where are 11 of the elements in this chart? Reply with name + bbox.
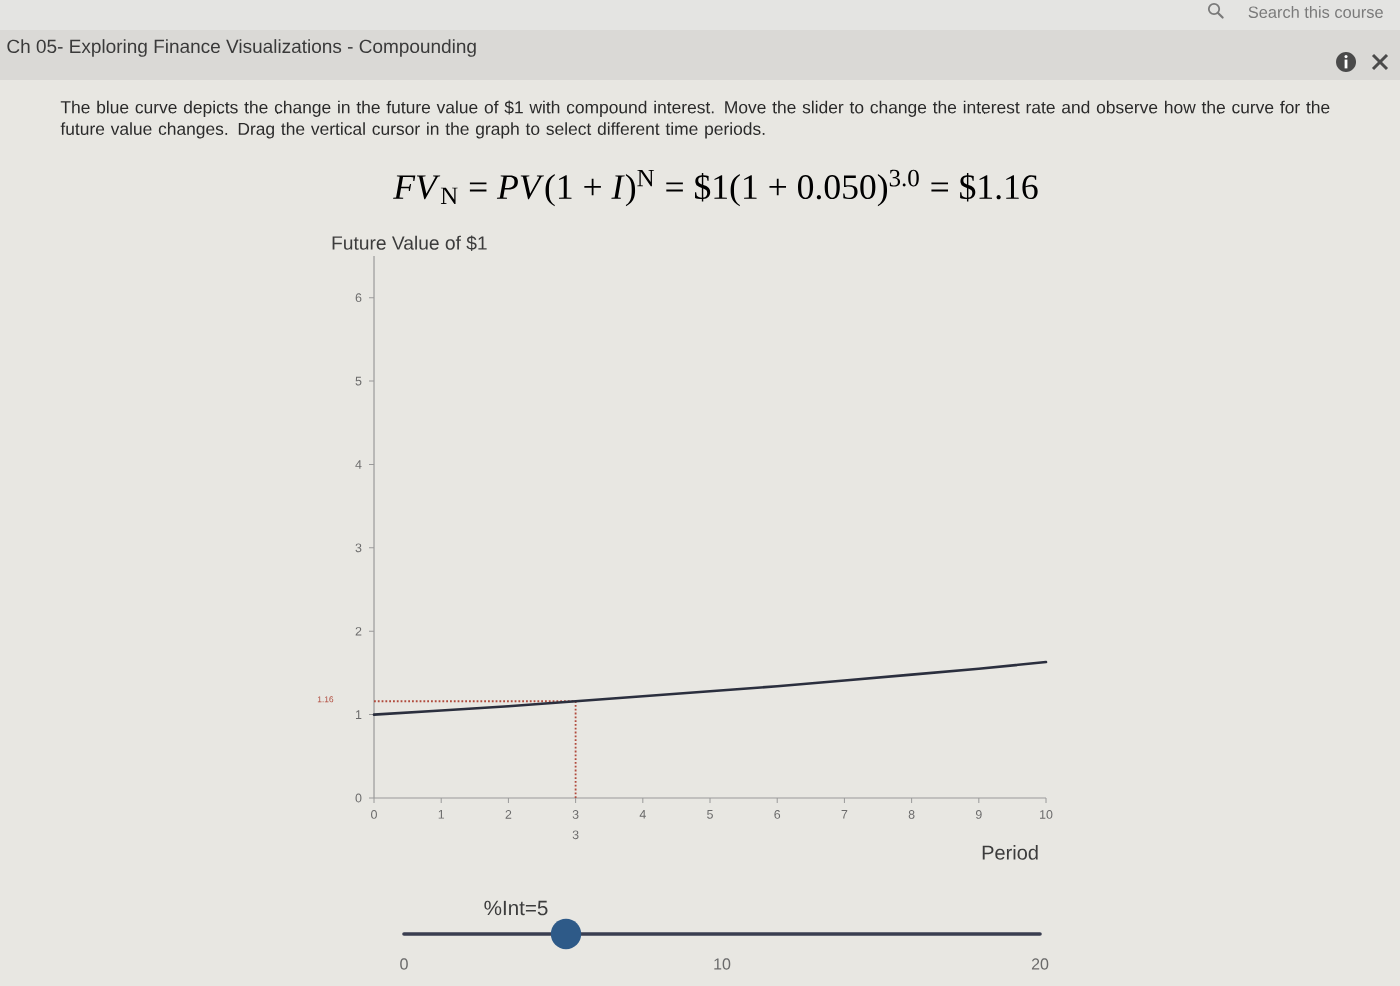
x-axis-title: Period (982, 845, 1038, 860)
text: 10 (714, 958, 731, 970)
text: 0 (400, 958, 408, 970)
text: FV$_{N}$ = PV(1 + I)$^{N}$ = $1(1 + 0.050)$^{3.0}$ = $1.16 (393, 169, 1038, 207)
chart-title: Ch 05- Exploring Finance Visualizations - Compounding (7, 39, 476, 57)
text: Search this course (1248, 5, 1383, 19)
y-axis-title: Future Value of $1 (332, 235, 487, 251)
text: 20 (1031, 958, 1049, 970)
chart-subtitle: The blue curve depicts the change in the future value of $1 with compound interest. Move the slider to change the interest rate and observe how the curve for the future value changes. Drag the vertical cursor in the graph to select different time periods. (60, 100, 1330, 139)
line-series (372, 660, 1048, 716)
text: %Int=5 (484, 900, 548, 916)
